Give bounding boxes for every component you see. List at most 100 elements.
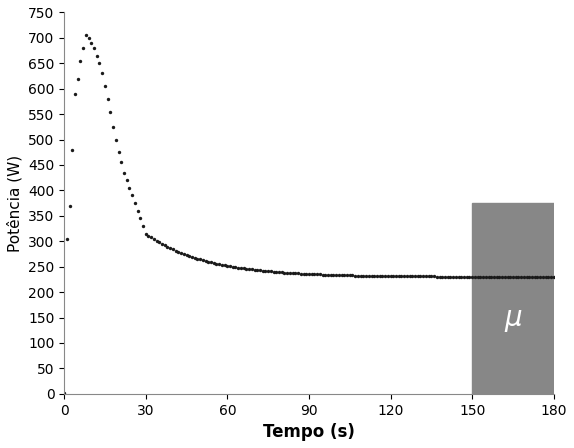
Point: [509, 273, 518, 280]
Point: [285, 269, 294, 276]
Point: [84, 34, 93, 42]
Point: [149, 236, 158, 243]
Point: [421, 273, 430, 280]
Point: [163, 243, 172, 250]
Point: [277, 269, 286, 276]
Point: [470, 273, 479, 280]
Point: [228, 263, 238, 270]
Point: [446, 273, 455, 280]
Point: [90, 44, 99, 52]
Point: [400, 273, 409, 280]
Point: [79, 44, 88, 52]
Point: [370, 272, 379, 280]
Point: [528, 273, 537, 280]
Point: [304, 271, 313, 278]
Point: [117, 159, 126, 166]
Point: [168, 246, 177, 253]
Point: [135, 215, 145, 222]
Point: [533, 273, 542, 280]
Point: [517, 273, 526, 280]
Point: [351, 272, 360, 279]
Point: [503, 273, 512, 280]
Point: [437, 273, 447, 280]
Point: [293, 270, 302, 277]
Point: [179, 250, 188, 258]
Point: [87, 39, 96, 47]
Point: [111, 136, 121, 143]
Point: [326, 271, 335, 279]
Point: [160, 242, 169, 249]
Point: [514, 273, 523, 280]
Point: [386, 272, 395, 280]
Point: [92, 52, 102, 59]
Point: [266, 268, 276, 275]
Point: [332, 271, 341, 279]
Point: [343, 272, 352, 279]
Point: [212, 260, 221, 267]
Point: [536, 273, 545, 280]
Point: [312, 271, 321, 278]
Point: [348, 272, 357, 279]
Point: [174, 248, 183, 255]
Point: [354, 272, 363, 279]
Point: [546, 273, 556, 280]
Point: [125, 184, 134, 191]
Point: [114, 149, 123, 156]
Point: [239, 265, 248, 272]
Point: [468, 273, 477, 280]
Point: [65, 202, 74, 209]
Point: [381, 272, 390, 280]
Point: [498, 273, 507, 280]
Point: [362, 272, 371, 280]
Point: [476, 273, 485, 280]
Point: [492, 273, 501, 280]
Point: [538, 273, 548, 280]
Point: [98, 70, 107, 77]
Point: [250, 266, 259, 273]
Point: [416, 273, 425, 280]
Point: [133, 207, 142, 214]
Point: [418, 273, 428, 280]
Point: [408, 273, 417, 280]
Point: [544, 273, 553, 280]
Point: [367, 272, 376, 280]
Point: [261, 267, 270, 275]
Point: [185, 252, 194, 259]
Point: [337, 271, 346, 279]
Point: [272, 268, 281, 276]
Point: [288, 270, 297, 277]
Point: [215, 261, 224, 268]
Point: [329, 271, 338, 279]
Point: [522, 273, 531, 280]
Point: [410, 273, 420, 280]
Point: [62, 235, 71, 242]
Point: [435, 273, 444, 280]
Point: [397, 273, 406, 280]
Point: [307, 271, 316, 278]
Point: [432, 273, 441, 280]
Point: [402, 273, 412, 280]
Point: [130, 199, 139, 207]
Point: [60, 389, 69, 396]
Point: [318, 271, 327, 278]
Point: [236, 264, 246, 271]
Point: [378, 272, 387, 280]
Point: [196, 256, 205, 263]
Point: [155, 239, 164, 246]
Point: [459, 273, 468, 280]
Point: [356, 272, 365, 279]
Point: [519, 273, 529, 280]
Point: [138, 222, 148, 229]
Point: [218, 261, 227, 268]
Point: [166, 245, 175, 252]
Point: [451, 273, 460, 280]
Point: [465, 273, 474, 280]
Point: [187, 253, 196, 260]
Point: [234, 264, 243, 271]
Point: [310, 271, 319, 278]
Point: [525, 273, 534, 280]
Point: [549, 273, 559, 280]
Point: [323, 271, 332, 278]
Point: [511, 273, 520, 280]
Point: [282, 269, 292, 276]
